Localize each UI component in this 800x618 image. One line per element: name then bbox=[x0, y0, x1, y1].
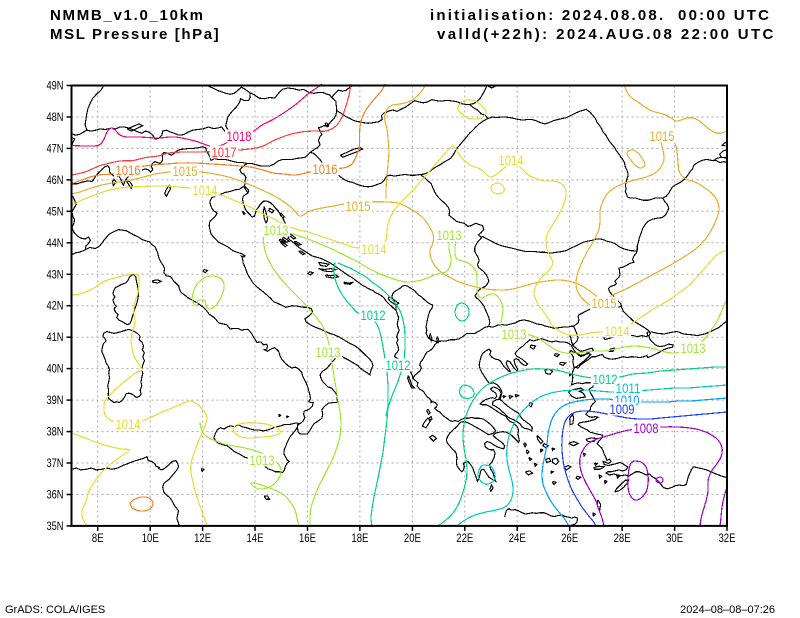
svg-text:1012: 1012 bbox=[593, 371, 618, 387]
svg-text:1009: 1009 bbox=[610, 401, 635, 417]
svg-text:44N: 44N bbox=[47, 236, 64, 250]
svg-text:16E: 16E bbox=[299, 531, 316, 545]
svg-text:24E: 24E bbox=[509, 531, 526, 545]
svg-text:1013: 1013 bbox=[502, 326, 527, 342]
svg-text:47N: 47N bbox=[47, 141, 64, 155]
svg-text:1016: 1016 bbox=[116, 162, 141, 178]
svg-text:46N: 46N bbox=[47, 173, 64, 187]
svg-text:30E: 30E bbox=[666, 531, 683, 545]
svg-text:1013: 1013 bbox=[681, 340, 706, 356]
svg-text:1016: 1016 bbox=[313, 161, 338, 177]
svg-text:1013: 1013 bbox=[264, 222, 289, 238]
svg-text:14E: 14E bbox=[247, 531, 264, 545]
svg-text:1013: 1013 bbox=[316, 344, 341, 360]
svg-text:1014: 1014 bbox=[605, 323, 630, 339]
svg-text:43N: 43N bbox=[47, 267, 64, 281]
svg-text:1015: 1015 bbox=[173, 163, 198, 179]
svg-text:22E: 22E bbox=[456, 531, 473, 545]
svg-text:32E: 32E bbox=[719, 531, 736, 545]
svg-text:1015: 1015 bbox=[346, 198, 371, 214]
svg-text:8E: 8E bbox=[92, 531, 104, 545]
svg-text:42N: 42N bbox=[47, 299, 64, 313]
svg-text:36N: 36N bbox=[47, 488, 64, 502]
svg-text:26E: 26E bbox=[561, 531, 578, 545]
svg-text:10E: 10E bbox=[142, 531, 159, 545]
svg-text:1014: 1014 bbox=[193, 182, 218, 198]
svg-text:38N: 38N bbox=[47, 425, 64, 439]
svg-text:28E: 28E bbox=[614, 531, 631, 545]
svg-text:49N: 49N bbox=[47, 79, 64, 93]
svg-text:1014: 1014 bbox=[499, 152, 524, 168]
svg-text:1012: 1012 bbox=[386, 357, 411, 373]
svg-text:48N: 48N bbox=[47, 110, 64, 124]
svg-text:1014: 1014 bbox=[116, 416, 141, 432]
svg-text:1017: 1017 bbox=[212, 144, 237, 160]
svg-text:1015: 1015 bbox=[650, 128, 675, 144]
svg-text:18E: 18E bbox=[351, 531, 368, 545]
svg-text:1015: 1015 bbox=[592, 295, 617, 311]
svg-text:1012: 1012 bbox=[361, 307, 386, 323]
svg-text:1018: 1018 bbox=[227, 128, 252, 144]
svg-text:37N: 37N bbox=[47, 456, 64, 470]
svg-text:40N: 40N bbox=[47, 362, 64, 376]
svg-text:1013: 1013 bbox=[250, 452, 275, 468]
svg-text:35N: 35N bbox=[47, 519, 64, 533]
svg-text:1008: 1008 bbox=[634, 420, 659, 436]
svg-text:20E: 20E bbox=[404, 531, 421, 545]
svg-text:39N: 39N bbox=[47, 393, 64, 407]
svg-text:1013: 1013 bbox=[437, 227, 462, 243]
svg-text:1011: 1011 bbox=[616, 380, 641, 396]
svg-text:12E: 12E bbox=[194, 531, 211, 545]
svg-text:41N: 41N bbox=[47, 330, 64, 344]
svg-text:1014: 1014 bbox=[362, 241, 387, 257]
svg-text:45N: 45N bbox=[47, 204, 64, 218]
